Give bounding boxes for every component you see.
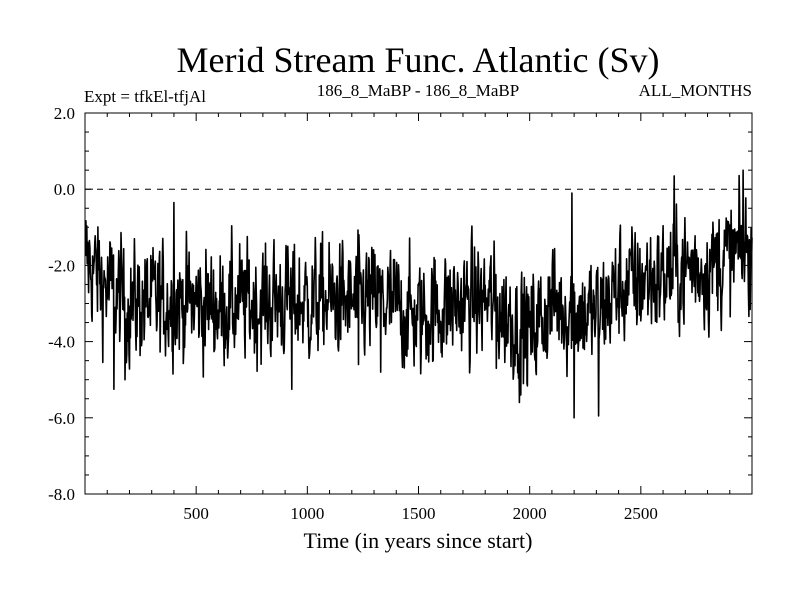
x-axis-label: Time (in years since start) [304, 528, 533, 553]
x-tick-label: 1000 [290, 504, 324, 523]
x-axis: 500 1000 1500 2000 2500 [106, 113, 731, 523]
x-tick-label: 500 [183, 504, 209, 523]
x-tick-label: 2000 [513, 504, 547, 523]
chart-title: Merid Stream Func. Atlantic (Sv) [177, 40, 660, 80]
y-tick-label: -8.0 [48, 485, 75, 504]
y-tick-label: -4.0 [48, 333, 75, 352]
y-axis: 2.0 0.0 -2.0 -4.0 -6.0 -8.0 [48, 104, 752, 504]
months-label: ALL_MONTHS [639, 81, 752, 100]
y-tick-label: -2.0 [48, 256, 75, 275]
period-label: 186_8_MaBP - 186_8_MaBP [317, 81, 519, 100]
x-tick-label: 1500 [402, 504, 436, 523]
y-tick-label: -6.0 [48, 409, 75, 428]
y-tick-label: 2.0 [54, 104, 75, 123]
experiment-label: Expt = tfkEl-tfjAl [84, 87, 206, 106]
x-tick-label: 2500 [624, 504, 658, 523]
y-tick-label: 0.0 [54, 180, 75, 199]
series-line [84, 169, 753, 419]
